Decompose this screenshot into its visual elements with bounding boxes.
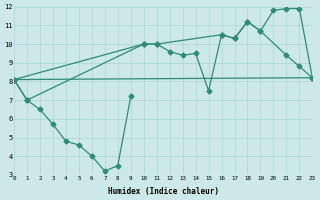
X-axis label: Humidex (Indice chaleur): Humidex (Indice chaleur) (108, 187, 219, 196)
